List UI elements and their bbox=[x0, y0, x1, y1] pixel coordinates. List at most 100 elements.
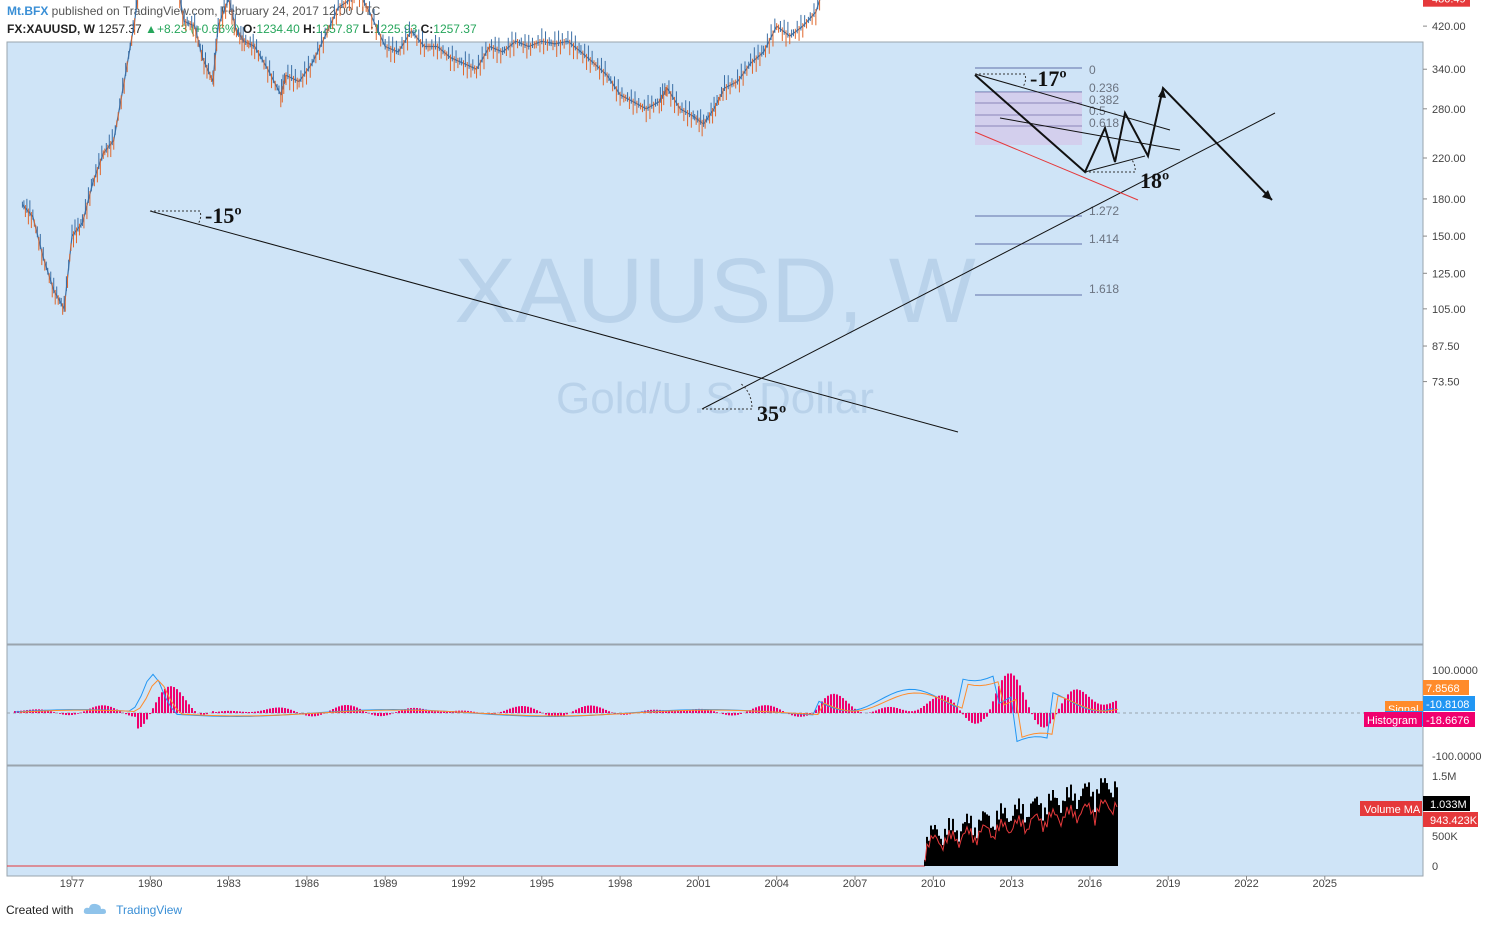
time-tick-label: 1992 bbox=[451, 878, 475, 890]
fibonacci-level-label: 0.382 bbox=[1089, 93, 1119, 107]
volume-tick-label: 1.5M bbox=[1432, 771, 1456, 783]
tradingview-link[interactable]: TradingView bbox=[116, 903, 183, 917]
time-tick-label: 2010 bbox=[921, 878, 945, 890]
macd-value-label: -18.6676 bbox=[1426, 715, 1469, 727]
time-tick-label: 1986 bbox=[295, 878, 319, 890]
publisher-name[interactable]: Mt.BFX bbox=[7, 4, 49, 18]
macd-value-label: Histogram bbox=[1367, 715, 1417, 727]
angle-arc bbox=[1085, 159, 1136, 173]
macd-tick-label: 100.0000 bbox=[1432, 665, 1478, 677]
volume-value-badge bbox=[1423, 796, 1470, 811]
price-tick-label: 420.00 bbox=[1432, 21, 1466, 33]
macd-value-badge bbox=[1423, 680, 1469, 695]
fibonacci-level-label: 0.618 bbox=[1089, 116, 1119, 130]
time-axis[interactable]: 1977 1980 1983 1986 1989 1992 1995 1998 2001 2004… bbox=[60, 876, 1337, 890]
created-with-label: Created with bbox=[6, 903, 74, 917]
footer: Created with TradingView bbox=[6, 903, 182, 918]
time-tick-label: 2016 bbox=[1078, 878, 1102, 890]
time-tick-label: 2025 bbox=[1313, 878, 1337, 890]
forecast-path bbox=[974, 74, 1273, 201]
time-tick-label: 2019 bbox=[1156, 878, 1180, 890]
open-label: O: bbox=[243, 22, 257, 36]
time-tick-label: 2004 bbox=[764, 878, 788, 890]
time-tick-label: 1983 bbox=[216, 878, 240, 890]
macd-value-badge bbox=[1364, 712, 1422, 727]
symbol-label: FX:XAUUSD, W bbox=[7, 22, 95, 36]
signal-line bbox=[19, 679, 1119, 738]
time-tick-label: 1995 bbox=[530, 878, 554, 890]
up-arrow-icon: ▲ bbox=[145, 22, 157, 36]
close-label: C: bbox=[420, 22, 434, 36]
time-tick-label: 1980 bbox=[138, 878, 162, 890]
macd-pane[interactable] bbox=[6, 644, 1424, 766]
angle-arc bbox=[975, 73, 1027, 89]
trend-line bbox=[149, 210, 959, 433]
angle-annotation: 18º bbox=[1140, 168, 1169, 193]
angle-annotation: -17º bbox=[1030, 66, 1067, 91]
forecast-arrow-head bbox=[1158, 88, 1166, 98]
fibonacci-level-label: 0 bbox=[1089, 63, 1096, 77]
price-tick-label: 220.00 bbox=[1432, 153, 1466, 165]
angle-annotation: 35º bbox=[757, 401, 786, 426]
price-series bbox=[21, 0, 821, 315]
volume-ma-line bbox=[924, 798, 1118, 862]
time-tick-label: 1989 bbox=[373, 878, 397, 890]
volume-value-label: 1.033M bbox=[1430, 799, 1467, 811]
macd-value-badge bbox=[1423, 696, 1475, 711]
price-level-badge-label: 480.49 bbox=[1432, 0, 1466, 6]
header-line-2: FX:XAUUSD, W 1257.37 ▲+8.23 (+0.66%) O:1… bbox=[7, 22, 477, 36]
time-tick-label: 2022 bbox=[1234, 878, 1258, 890]
volume-ma-value-badge bbox=[1423, 812, 1478, 827]
volume-tick-label: 0 bbox=[1432, 861, 1438, 873]
macd-value-label: -10.8108 bbox=[1426, 699, 1469, 711]
macd-tick-label: -100.0000 bbox=[1432, 751, 1482, 763]
price-tick-label: 125.00 bbox=[1432, 268, 1466, 280]
price-tick-label: 280.00 bbox=[1432, 104, 1466, 116]
fibonacci-level-label: 0.236 bbox=[1089, 81, 1119, 95]
time-tick-label: 1998 bbox=[608, 878, 632, 890]
time-tick-label: 1977 bbox=[60, 878, 84, 890]
trend-line bbox=[701, 112, 1276, 410]
low-value: 1225.93 bbox=[373, 22, 418, 36]
angle-annotation: -15º bbox=[205, 203, 242, 228]
price-tick-label: 87.50 bbox=[1432, 341, 1460, 353]
price-axis[interactable]: 2200.001000.00840.00640.00520.00420.0034… bbox=[1423, 0, 1472, 389]
trend-line bbox=[974, 131, 1139, 201]
drawings: XAUUSD1257.371764.091661.321495.55770.00… bbox=[149, 0, 1470, 433]
volume-ma-value-label: 943.423K bbox=[1430, 815, 1478, 827]
header-line-1: Mt.BFX published on TradingView.com, Feb… bbox=[7, 4, 380, 18]
angle-arc bbox=[702, 382, 753, 410]
fibonacci-level-label: 1.272 bbox=[1089, 204, 1119, 218]
price-tick-label: 150.00 bbox=[1432, 231, 1466, 243]
price-tick-label: 180.00 bbox=[1432, 194, 1466, 206]
price-pane[interactable] bbox=[6, 41, 1424, 645]
watermark-description: Gold/U.S. Dollar bbox=[556, 374, 874, 423]
time-tick-label: 2013 bbox=[999, 878, 1023, 890]
macd-value-badge bbox=[1423, 712, 1475, 727]
time-tick-label: 2007 bbox=[843, 878, 867, 890]
price-tick-label: 73.50 bbox=[1432, 377, 1460, 389]
price-level-badge bbox=[1423, 0, 1470, 7]
trend-line bbox=[1084, 155, 1146, 173]
close-value: 1257.37 bbox=[433, 22, 477, 36]
price-tick-label: 340.00 bbox=[1432, 64, 1466, 76]
volume-pane[interactable] bbox=[6, 765, 1424, 877]
watermark-symbol: XAUUSD, W bbox=[454, 240, 976, 342]
high-label: H: bbox=[303, 22, 316, 36]
trend-line bbox=[974, 73, 1171, 131]
tradingview-logo-icon bbox=[83, 903, 107, 918]
volume-ma-name-label: Volume MA bbox=[1364, 804, 1421, 816]
price-tick-label: 105.00 bbox=[1432, 304, 1466, 316]
published-info: published on TradingView.com, February 2… bbox=[51, 4, 381, 18]
last-price: 1257.37 bbox=[98, 22, 142, 36]
forecast-arrow-head bbox=[1262, 190, 1272, 200]
volume-tick-label: 500K bbox=[1432, 831, 1458, 843]
fibonacci-level-label: 1.618 bbox=[1089, 282, 1119, 296]
open-value: 1234.40 bbox=[256, 22, 300, 36]
low-label: L: bbox=[362, 22, 374, 36]
volume-ma-name-badge bbox=[1360, 801, 1422, 816]
macd-value-label: 7.8568 bbox=[1426, 683, 1460, 695]
macd-series: 100.0000-100.00007.8568Signal-10.8108MAC… bbox=[7, 665, 1482, 763]
